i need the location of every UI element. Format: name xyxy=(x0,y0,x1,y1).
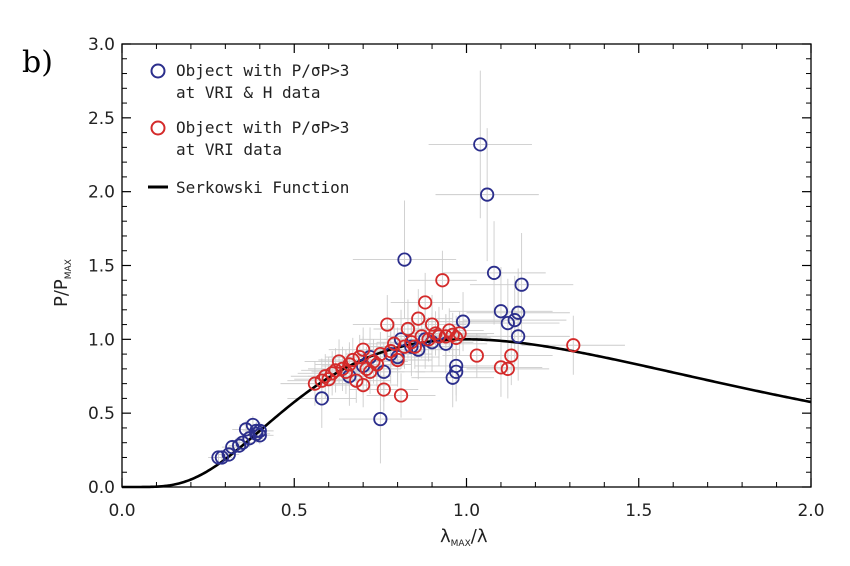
data-point-vri-h xyxy=(393,332,409,347)
x-axis-ticks: 0.0 0.5 1.0 1.5 2.0 xyxy=(108,44,825,521)
legend-label-vri-line2: at VRI data xyxy=(176,140,282,159)
data-point-vri xyxy=(383,344,398,359)
data-point-vri-h xyxy=(449,364,464,379)
data-point-vri xyxy=(345,352,360,368)
data-point-vri xyxy=(407,339,422,354)
data-point-vri-h xyxy=(514,277,529,292)
data-point-vri xyxy=(338,364,354,379)
data-point-vri xyxy=(387,336,402,351)
data-point-vri-h xyxy=(473,137,488,152)
y-tick-label: 2.0 xyxy=(88,183,115,203)
y-axis-ticks: 0.0 0.5 1.0 1.5 2.0 2.5 3.0 xyxy=(88,35,811,498)
data-point-vri xyxy=(376,382,391,397)
data-point-vri xyxy=(397,339,412,354)
legend-marker-vri xyxy=(150,120,166,136)
data-point-vri xyxy=(349,373,364,388)
plot-frame xyxy=(121,43,812,488)
x-axis-label-tail: /λ xyxy=(471,526,488,547)
data-point-vri xyxy=(342,357,357,372)
y-tick-label: 0.5 xyxy=(88,404,115,424)
data-point-vri-h xyxy=(507,313,522,328)
data-point-vri xyxy=(500,361,515,376)
data-point-vri xyxy=(449,330,464,345)
data-point-vri xyxy=(493,360,509,375)
y-tick-label: 3.0 xyxy=(88,35,115,55)
y-tick-label: 1.5 xyxy=(88,257,115,277)
data-point-vri-h xyxy=(397,252,412,267)
serkowski-curve-layer xyxy=(122,338,812,489)
data-point-vri xyxy=(504,348,519,363)
data-point-vri xyxy=(424,317,440,332)
data-point-vri xyxy=(393,388,409,403)
data-point-vri-h xyxy=(314,391,329,406)
data-point-vri-h xyxy=(232,438,247,453)
data-point-vri xyxy=(318,369,333,384)
data-point-vri xyxy=(380,317,395,332)
legend-marker-vri-h xyxy=(150,63,166,79)
data-points xyxy=(211,137,581,465)
data-point-vri xyxy=(314,373,329,388)
data-point-vri-h xyxy=(235,435,250,450)
x-axis-label-sub: MAX xyxy=(451,539,471,549)
x-tick-label: 0.0 xyxy=(108,501,135,521)
x-axis-label: λMAX/λ xyxy=(440,526,488,549)
data-point-vri-h xyxy=(214,450,230,465)
legend-label-vri-line1: Object with P/σP>3 xyxy=(176,118,349,137)
x-tick-label: 0.5 xyxy=(281,501,308,521)
data-point-vri xyxy=(418,295,433,310)
data-point-vri xyxy=(331,354,347,369)
data-point-vri-h xyxy=(221,447,236,462)
x-tick-label: 1.0 xyxy=(453,501,480,521)
data-point-vri-h xyxy=(373,411,388,427)
x-axis-label-main: λ xyxy=(440,526,451,547)
y-axis-label-sub: MAX xyxy=(64,259,74,279)
data-point-vri xyxy=(400,321,416,337)
panel-label: b) xyxy=(22,45,53,80)
data-point-vri-h xyxy=(493,304,509,319)
data-point-vri-h xyxy=(511,305,526,320)
data-point-vri xyxy=(469,348,484,363)
data-point-vri-h xyxy=(486,265,502,280)
data-point-vri xyxy=(404,335,419,350)
data-point-vri xyxy=(566,338,581,353)
legend-label-vri-h-line2: at VRI & H data xyxy=(176,83,321,102)
data-point-vri xyxy=(411,311,426,326)
y-axis-label-main: P/P xyxy=(51,279,72,307)
data-point-vri-h xyxy=(480,187,495,202)
data-point-vri xyxy=(428,326,443,341)
data-point-vri xyxy=(328,363,343,378)
x-tick-label: 2.0 xyxy=(797,501,824,521)
data-point-vri xyxy=(352,349,367,365)
y-tick-label: 2.5 xyxy=(88,109,115,129)
y-tick-label: 1.0 xyxy=(88,330,115,350)
data-point-vri-h xyxy=(252,423,267,438)
data-point-vri xyxy=(307,376,323,391)
data-point-vri xyxy=(356,342,371,357)
legend-label-vri-h-line1: Object with P/σP>3 xyxy=(176,61,349,80)
data-point-vri-h xyxy=(252,428,267,443)
y-axis-label: P/PMAX xyxy=(51,259,74,307)
data-point-vri xyxy=(435,273,450,288)
data-point-vri xyxy=(431,329,447,344)
data-point-vri xyxy=(373,346,388,362)
data-point-vri xyxy=(445,327,460,343)
data-point-vri xyxy=(452,326,467,341)
legend-label-serkowski: Serkowski Function xyxy=(176,178,349,197)
data-point-vri xyxy=(390,352,405,368)
legend: Object with P/σP>3 at VRI & H data Objec… xyxy=(148,61,349,197)
data-point-vri-h xyxy=(511,329,526,344)
data-point-vri xyxy=(356,378,371,393)
data-point-vri xyxy=(335,361,350,376)
data-point-vri-h xyxy=(500,315,515,331)
y-tick-label: 0.0 xyxy=(88,478,115,498)
data-point-vri-h xyxy=(449,358,464,374)
data-point-vri xyxy=(414,329,429,344)
x-tick-label: 1.5 xyxy=(625,501,652,521)
serkowski-curve xyxy=(122,338,812,489)
